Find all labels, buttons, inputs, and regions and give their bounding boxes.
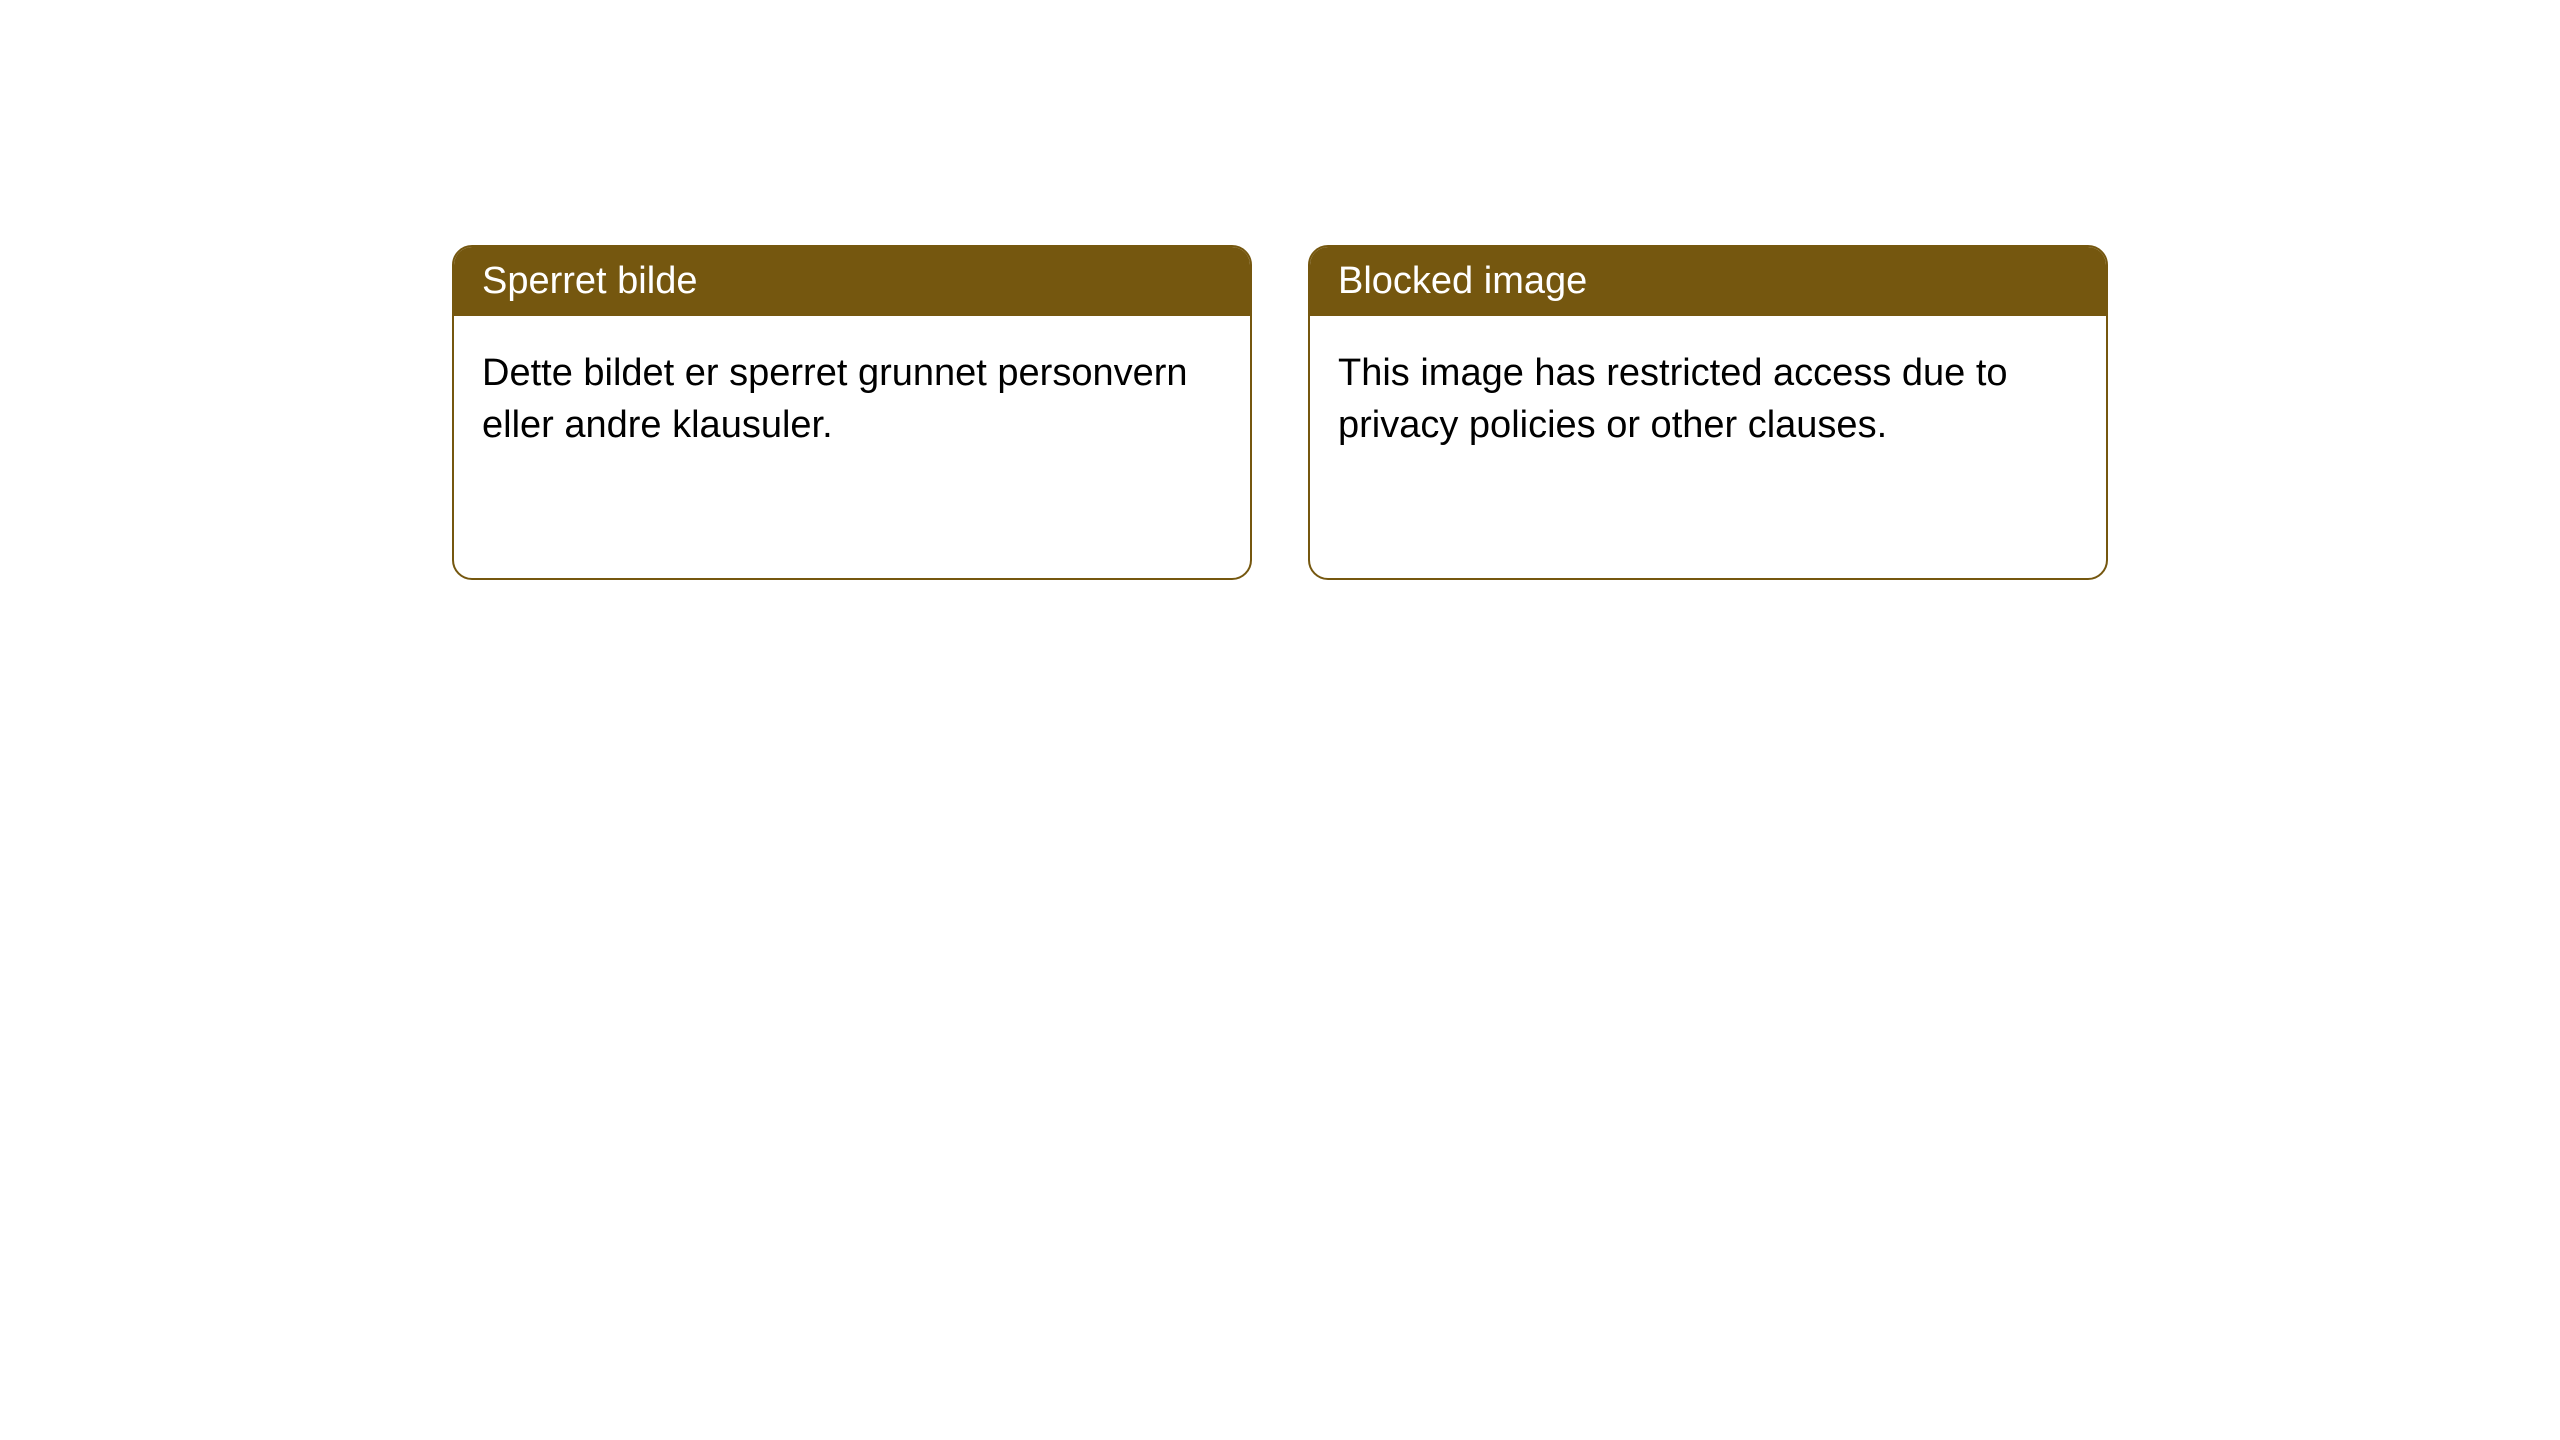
card-body: Dette bildet er sperret grunnet personve… <box>454 316 1250 483</box>
card-header: Blocked image <box>1310 247 2106 316</box>
card-body: This image has restricted access due to … <box>1310 316 2106 483</box>
cards-container: Sperret bilde Dette bildet er sperret gr… <box>452 245 2108 580</box>
card-header: Sperret bilde <box>454 247 1250 316</box>
blocked-image-card-en: Blocked image This image has restricted … <box>1308 245 2108 580</box>
blocked-image-card-no: Sperret bilde Dette bildet er sperret gr… <box>452 245 1252 580</box>
